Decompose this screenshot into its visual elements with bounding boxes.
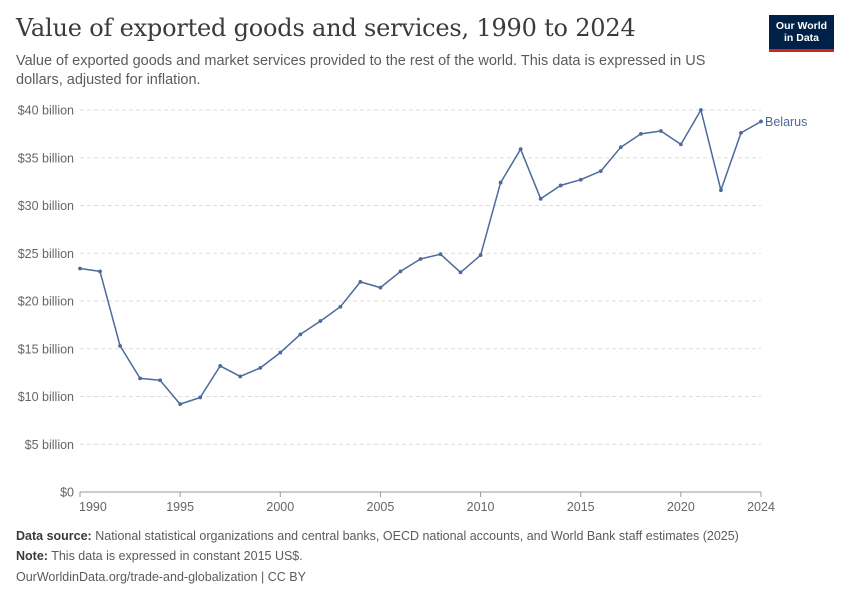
data-point bbox=[458, 270, 463, 275]
data-point bbox=[618, 145, 623, 150]
data-point bbox=[318, 319, 323, 323]
chart-title: Value of exported goods and services, 19… bbox=[16, 14, 636, 42]
x-tick-label: 2024 bbox=[747, 500, 775, 514]
data-point bbox=[238, 374, 243, 379]
data-point bbox=[438, 252, 443, 257]
data-point bbox=[658, 129, 663, 133]
data-point bbox=[78, 266, 82, 271]
footer-note: Note: This data is expressed in constant… bbox=[16, 549, 303, 563]
data-point bbox=[678, 142, 683, 147]
data-point bbox=[118, 343, 122, 348]
x-tick-label: 1990 bbox=[79, 500, 107, 514]
note-text: This data is expressed in constant 2015 … bbox=[51, 549, 303, 563]
data-point bbox=[98, 269, 102, 274]
x-tick-label: 2020 bbox=[667, 500, 695, 514]
chart-subtitle: Value of exported goods and market servi… bbox=[16, 53, 706, 88]
data-point bbox=[158, 378, 163, 383]
footer-data-source: Data source: National statistical organi… bbox=[16, 529, 739, 543]
y-tick-label: $40 billion bbox=[18, 104, 74, 118]
data-point bbox=[198, 395, 203, 400]
data-point bbox=[338, 304, 343, 309]
data-point bbox=[578, 177, 583, 182]
y-tick-label: $25 billion bbox=[18, 247, 74, 261]
x-tick-label: 1995 bbox=[166, 500, 194, 514]
data-point bbox=[699, 108, 703, 112]
data-point bbox=[598, 169, 603, 174]
data-point bbox=[538, 196, 543, 201]
y-tick-label: $35 billion bbox=[18, 151, 74, 165]
x-tick-label: 2005 bbox=[367, 500, 395, 514]
data-point bbox=[719, 188, 723, 193]
x-tick-label: 2015 bbox=[567, 500, 595, 514]
data-point bbox=[278, 350, 283, 355]
data-point bbox=[739, 131, 743, 135]
data-point bbox=[498, 180, 503, 185]
data-point bbox=[218, 364, 223, 368]
series-label: Belarus bbox=[765, 115, 807, 129]
y-tick-label: $15 billion bbox=[18, 342, 74, 356]
logo-line-2: in Data bbox=[783, 32, 819, 44]
data-point bbox=[178, 402, 183, 407]
data-point bbox=[518, 147, 523, 152]
logo-line-1: Our World bbox=[775, 20, 828, 32]
data-point bbox=[478, 253, 483, 258]
data-point bbox=[398, 269, 403, 274]
source-text: National statistical organizations and c… bbox=[95, 529, 739, 543]
y-tick-label: $5 billion bbox=[25, 438, 74, 452]
gridlines bbox=[80, 109, 761, 445]
data-point bbox=[558, 183, 563, 188]
data-point bbox=[358, 280, 363, 284]
y-tick-label: $10 billion bbox=[18, 390, 74, 404]
data-point bbox=[378, 285, 383, 290]
x-axis-ticks: 1990 1995 2000 2005 2010 2015 2020 2024 bbox=[79, 492, 775, 514]
data-point bbox=[138, 376, 142, 381]
series-line bbox=[79, 109, 762, 405]
footer-credit[interactable]: OurWorldinData.org/trade-and-globalizati… bbox=[16, 570, 306, 584]
data-point bbox=[258, 365, 263, 370]
data-point bbox=[298, 332, 303, 337]
data-point bbox=[638, 131, 643, 136]
owid-logo[interactable]: Our World in Data bbox=[769, 15, 834, 52]
y-tick-label: $0 bbox=[60, 486, 74, 500]
x-tick-label: 2010 bbox=[467, 500, 495, 514]
data-point bbox=[418, 257, 423, 261]
y-tick-label: $20 billion bbox=[18, 295, 74, 309]
note-label: Note: bbox=[16, 549, 48, 563]
series-layer: Belarus bbox=[78, 108, 807, 407]
x-tick-label: 2000 bbox=[266, 500, 294, 514]
y-tick-label: $30 billion bbox=[18, 199, 74, 213]
y-axis-labels: $0 $5 billion $10 billion $15 billion $20 bi… bbox=[18, 104, 74, 500]
data-point bbox=[759, 119, 763, 124]
source-label: Data source: bbox=[16, 529, 92, 543]
